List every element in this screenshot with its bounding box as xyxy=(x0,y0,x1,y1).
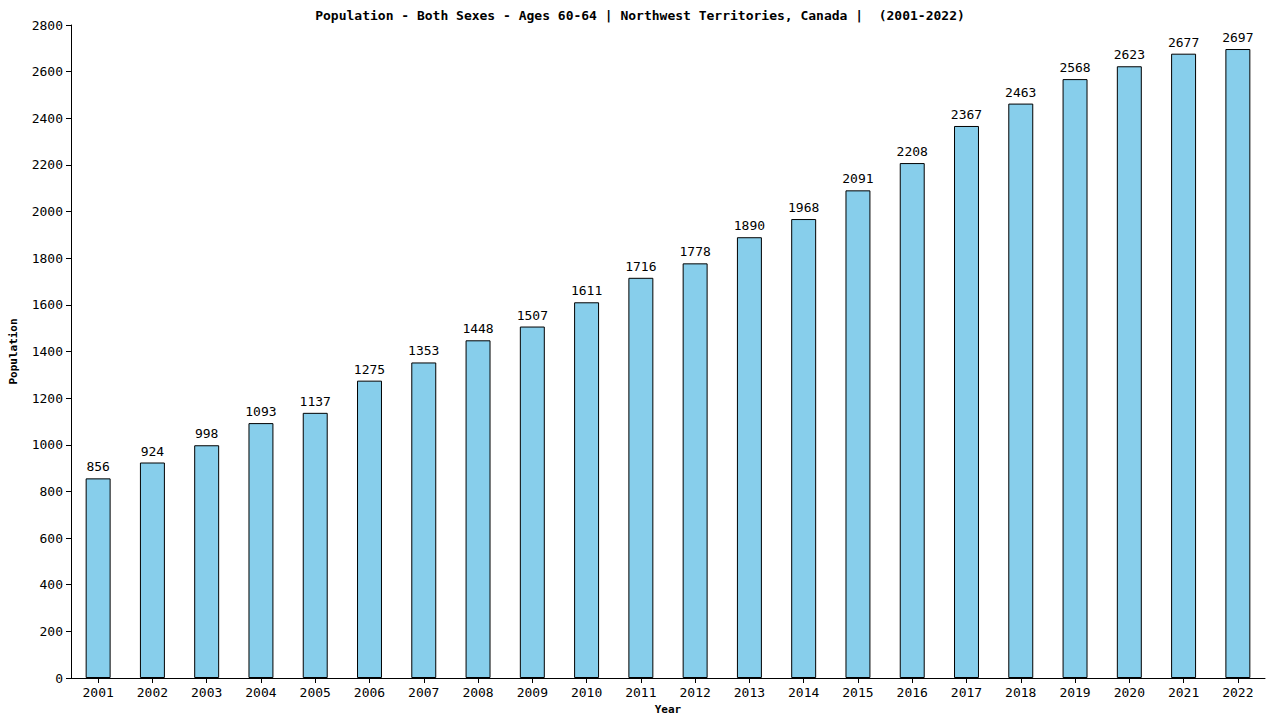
svg-text:Year: Year xyxy=(655,703,682,716)
svg-text:800: 800 xyxy=(40,484,63,499)
svg-text:2600: 2600 xyxy=(32,64,63,79)
svg-text:1353: 1353 xyxy=(408,343,439,358)
svg-text:2014: 2014 xyxy=(788,685,819,700)
svg-text:998: 998 xyxy=(195,426,218,441)
svg-text:924: 924 xyxy=(141,444,165,459)
svg-text:2367: 2367 xyxy=(951,107,982,122)
svg-text:2003: 2003 xyxy=(191,685,222,700)
svg-text:2019: 2019 xyxy=(1059,685,1090,700)
svg-text:1200: 1200 xyxy=(32,391,63,406)
svg-text:1448: 1448 xyxy=(462,321,493,336)
svg-text:2091: 2091 xyxy=(842,171,873,186)
svg-text:1137: 1137 xyxy=(300,394,331,409)
svg-text:1890: 1890 xyxy=(734,218,765,233)
svg-text:2020: 2020 xyxy=(1114,685,1145,700)
svg-text:2018: 2018 xyxy=(1005,685,1036,700)
svg-text:2012: 2012 xyxy=(679,685,710,700)
svg-text:1800: 1800 xyxy=(32,251,63,266)
svg-text:2007: 2007 xyxy=(408,685,439,700)
svg-text:1507: 1507 xyxy=(517,308,548,323)
svg-text:2623: 2623 xyxy=(1114,47,1145,62)
svg-text:2568: 2568 xyxy=(1059,60,1090,75)
svg-text:1275: 1275 xyxy=(354,362,385,377)
svg-text:2000: 2000 xyxy=(32,204,63,219)
svg-text:1968: 1968 xyxy=(788,200,819,215)
svg-text:1716: 1716 xyxy=(625,259,656,274)
svg-text:2010: 2010 xyxy=(571,685,602,700)
svg-text:2463: 2463 xyxy=(1005,85,1036,100)
svg-text:1093: 1093 xyxy=(245,404,276,419)
svg-text:1611: 1611 xyxy=(571,283,602,298)
svg-text:2001: 2001 xyxy=(82,685,113,700)
svg-text:400: 400 xyxy=(40,577,63,592)
svg-text:2005: 2005 xyxy=(300,685,331,700)
svg-text:0: 0 xyxy=(55,671,63,686)
svg-text:2002: 2002 xyxy=(137,685,168,700)
svg-text:Population - Both Sexes - Ages: Population - Both Sexes - Ages 60-64 | N… xyxy=(315,8,965,23)
svg-text:2022: 2022 xyxy=(1222,685,1253,700)
svg-text:1000: 1000 xyxy=(32,437,63,452)
svg-text:200: 200 xyxy=(40,624,63,639)
svg-text:856: 856 xyxy=(86,459,109,474)
svg-text:2677: 2677 xyxy=(1168,35,1199,50)
svg-text:600: 600 xyxy=(40,531,63,546)
svg-text:2200: 2200 xyxy=(32,157,63,172)
svg-text:1778: 1778 xyxy=(679,244,710,259)
svg-text:Population: Population xyxy=(7,318,20,384)
svg-text:2013: 2013 xyxy=(734,685,765,700)
svg-text:2011: 2011 xyxy=(625,685,656,700)
svg-text:1400: 1400 xyxy=(32,344,63,359)
svg-text:2017: 2017 xyxy=(951,685,982,700)
svg-text:2008: 2008 xyxy=(462,685,493,700)
svg-text:2400: 2400 xyxy=(32,111,63,126)
svg-text:2021: 2021 xyxy=(1168,685,1199,700)
svg-text:2800: 2800 xyxy=(32,18,63,33)
svg-text:1600: 1600 xyxy=(32,297,63,312)
svg-text:2004: 2004 xyxy=(245,685,276,700)
svg-text:2006: 2006 xyxy=(354,685,385,700)
svg-text:2015: 2015 xyxy=(842,685,873,700)
svg-text:2016: 2016 xyxy=(897,685,928,700)
svg-text:2208: 2208 xyxy=(897,144,928,159)
svg-text:2009: 2009 xyxy=(517,685,548,700)
svg-text:2697: 2697 xyxy=(1222,30,1253,45)
